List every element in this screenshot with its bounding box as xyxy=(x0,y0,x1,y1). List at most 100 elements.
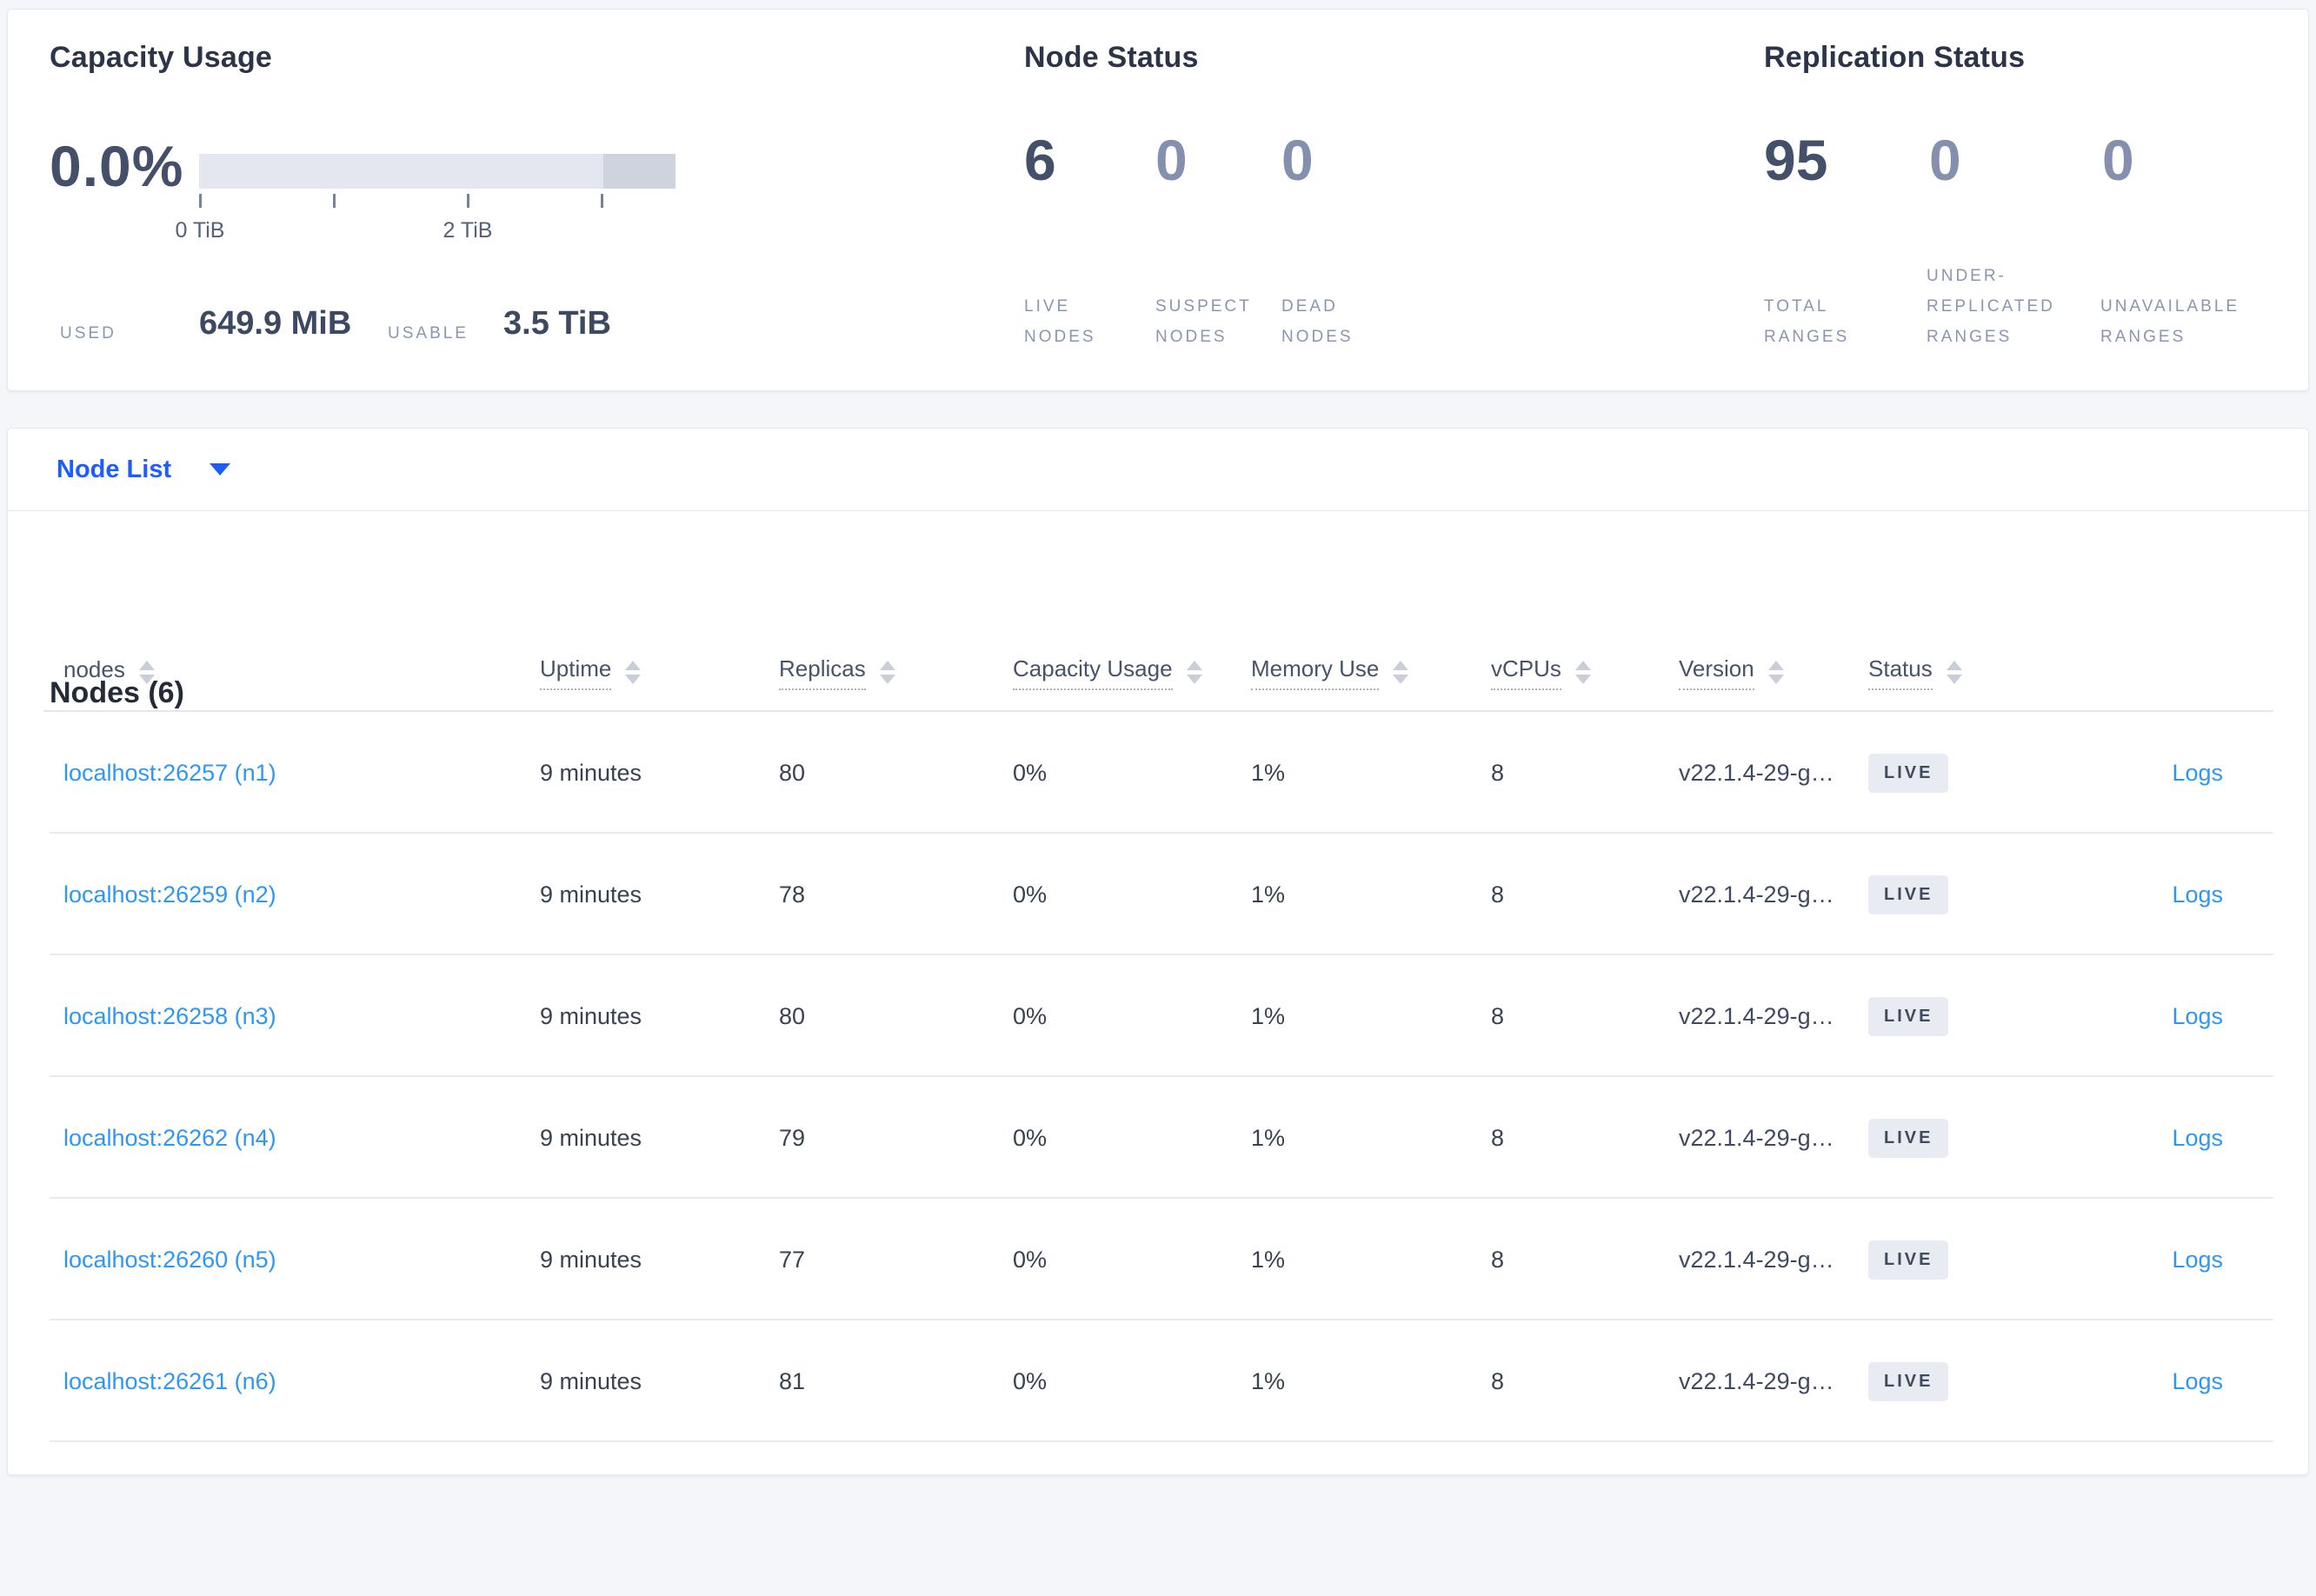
sort-icon[interactable] xyxy=(1946,661,1962,684)
table-row: localhost:26258 (n3) 9 minutes 80 0% 1% … xyxy=(8,955,2308,1077)
version-cell: v22.1.4-29-g… xyxy=(1679,1124,1834,1151)
node-link[interactable]: localhost:26262 (n4) xyxy=(63,1124,276,1151)
status-badge: LIVE xyxy=(1868,753,1949,793)
replicas-cell: 78 xyxy=(779,881,806,908)
vcpus-cell: 8 xyxy=(1491,1124,1505,1151)
node-link[interactable]: localhost:26259 (n2) xyxy=(63,881,276,908)
sort-icon[interactable] xyxy=(1767,661,1784,684)
capacity-percent: 0.0% xyxy=(50,134,184,198)
node-list-panel: Node List Nodes (6) nodes Uptime Replica… xyxy=(7,428,2309,1475)
memory-use-cell: 1% xyxy=(1251,1002,1286,1029)
chevron-down-icon xyxy=(210,463,231,475)
uptime-cell: 9 minutes xyxy=(540,881,642,908)
replication-status-title: Replication Status xyxy=(1764,41,2026,74)
uptime-cell: 9 minutes xyxy=(540,759,642,786)
status-badge: LIVE xyxy=(1868,1240,1949,1280)
table-row: localhost:26260 (n5) 9 minutes 77 0% 1% … xyxy=(8,1199,2308,1320)
unavailable-ranges-count: 0 xyxy=(2102,128,2134,192)
vcpus-cell: 8 xyxy=(1491,881,1505,908)
version-cell: v22.1.4-29-g… xyxy=(1679,881,1834,908)
usable-label: USABLE xyxy=(388,324,469,342)
memory-use-cell: 1% xyxy=(1251,1124,1286,1151)
capacity-usage-cell: 0% xyxy=(1013,1367,1048,1394)
view-selector-label[interactable]: Node List xyxy=(57,455,172,483)
uptime-cell: 9 minutes xyxy=(540,1124,642,1151)
node-link[interactable]: localhost:26257 (n1) xyxy=(63,759,276,786)
version-cell: v22.1.4-29-g… xyxy=(1679,1002,1834,1029)
version-cell: v22.1.4-29-g… xyxy=(1679,1246,1834,1273)
capacity-usage-cell: 0% xyxy=(1013,1246,1048,1273)
uptime-cell: 9 minutes xyxy=(540,1367,642,1394)
column-header-capacity-usage[interactable]: Capacity Usage xyxy=(1013,655,1251,690)
used-label: USED xyxy=(60,324,116,342)
sort-icon[interactable] xyxy=(625,661,642,684)
column-header-status[interactable]: Status xyxy=(1868,655,2058,690)
column-header-vcpus[interactable]: vCPUs xyxy=(1491,655,1679,690)
logs-link[interactable]: Logs xyxy=(2172,1002,2223,1029)
column-header-replicas[interactable]: Replicas xyxy=(779,655,1013,690)
node-link[interactable]: localhost:26258 (n3) xyxy=(63,1002,276,1029)
column-header-memory-use[interactable]: Memory Use xyxy=(1251,655,1491,690)
capacity-tick-3 xyxy=(601,194,603,208)
capacity-tick-2 xyxy=(467,194,469,208)
cluster-summary-card: Capacity Usage 0.0% 0 TiB 2 TiB USED 649… xyxy=(7,9,2309,391)
usable-value: 3.5 TiB xyxy=(503,305,611,342)
replicas-cell: 80 xyxy=(779,759,806,786)
table-row: localhost:26262 (n4) 9 minutes 79 0% 1% … xyxy=(8,1077,2308,1199)
memory-use-cell: 1% xyxy=(1251,881,1286,908)
dead-nodes-label: DEAD NODES xyxy=(1281,296,1354,346)
under-replicated-ranges-label: UNDER-REPLICATED RANGES xyxy=(1927,266,2055,346)
sort-icon[interactable] xyxy=(1393,661,1409,684)
sort-icon[interactable] xyxy=(1574,661,1591,684)
logs-link[interactable]: Logs xyxy=(2172,881,2223,908)
table-row: localhost:26261 (n6) 9 minutes 81 0% 1% … xyxy=(8,1320,2308,1442)
total-ranges-count: 95 xyxy=(1764,128,1828,192)
vcpus-cell: 8 xyxy=(1491,759,1505,786)
sort-icon[interactable] xyxy=(879,661,895,684)
replicas-cell: 81 xyxy=(779,1367,806,1394)
version-cell: v22.1.4-29-g… xyxy=(1679,759,1834,786)
node-link[interactable]: localhost:26261 (n6) xyxy=(63,1367,276,1394)
table-row: localhost:26257 (n1) 9 minutes 80 0% 1% … xyxy=(8,712,2308,834)
uptime-cell: 9 minutes xyxy=(540,1002,642,1029)
live-nodes-count: 6 xyxy=(1024,128,1056,192)
column-header-version[interactable]: Version xyxy=(1679,655,1868,690)
table-row: localhost:26259 (n2) 9 minutes 78 0% 1% … xyxy=(8,834,2308,955)
suspect-nodes-count: 0 xyxy=(1155,128,1188,192)
capacity-usage-cell: 0% xyxy=(1013,881,1048,908)
logs-link[interactable]: Logs xyxy=(2172,759,2223,786)
live-nodes-label: LIVE NODES xyxy=(1024,296,1096,346)
table-header-row: nodes Uptime Replicas Capacity Usage Mem… xyxy=(8,633,2308,712)
replicas-cell: 80 xyxy=(779,1002,806,1029)
node-status-title: Node Status xyxy=(1024,41,1199,74)
under-replicated-ranges-count: 0 xyxy=(1929,128,1961,192)
uptime-cell: 9 minutes xyxy=(540,1246,642,1273)
memory-use-cell: 1% xyxy=(1251,759,1286,786)
nodes-table-section: Nodes (6) nodes Uptime Replicas Capacity… xyxy=(8,633,2308,1596)
status-badge: LIVE xyxy=(1868,874,1949,914)
unavailable-ranges-label: UNAVAILABLE RANGES xyxy=(2100,296,2240,346)
logs-link[interactable]: Logs xyxy=(2172,1246,2223,1273)
capacity-usage-title: Capacity Usage xyxy=(50,41,273,74)
vcpus-cell: 8 xyxy=(1491,1246,1505,1273)
nodes-table-title: Nodes (6) xyxy=(50,676,184,709)
column-header-nodes[interactable]: nodes xyxy=(63,656,540,689)
vcpus-cell: 8 xyxy=(1491,1002,1505,1029)
column-header-uptime[interactable]: Uptime xyxy=(540,655,779,690)
capacity-usage-cell: 0% xyxy=(1013,1002,1048,1029)
suspect-nodes-label: SUSPECT NODES xyxy=(1155,296,1252,346)
capacity-tick-1 xyxy=(333,194,336,208)
vcpus-cell: 8 xyxy=(1491,1367,1505,1394)
logs-link[interactable]: Logs xyxy=(2172,1367,2223,1394)
node-link[interactable]: localhost:26260 (n5) xyxy=(63,1246,276,1273)
sort-icon[interactable] xyxy=(1186,661,1202,684)
capacity-bar-dark-segment xyxy=(603,154,676,189)
logs-link[interactable]: Logs xyxy=(2172,1124,2223,1151)
dead-nodes-count: 0 xyxy=(1281,128,1314,192)
capacity-usage-cell: 0% xyxy=(1013,1124,1048,1151)
view-selector-dropdown[interactable]: Node List xyxy=(8,429,2308,511)
capacity-tick-label-0: 0 TiB xyxy=(175,218,225,243)
capacity-usage-cell: 0% xyxy=(1013,759,1048,786)
memory-use-cell: 1% xyxy=(1251,1367,1286,1394)
sort-icon[interactable] xyxy=(138,661,155,684)
